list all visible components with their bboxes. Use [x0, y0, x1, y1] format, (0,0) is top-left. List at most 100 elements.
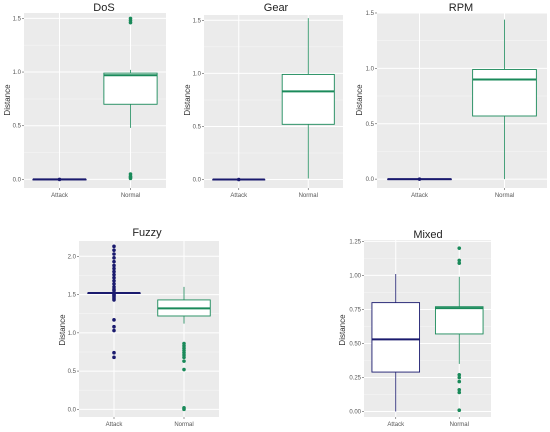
chart-title: Gear: [264, 2, 289, 14]
box-iqr: [281, 73, 335, 125]
y-axis-label: Distance: [58, 314, 67, 346]
y-tick-label: 1.0: [193, 71, 202, 77]
box-attack: [87, 244, 141, 360]
y-axis-label: Distance: [3, 84, 12, 116]
y-tick-label: 1.5: [193, 18, 202, 24]
y-tick-label: 2.0: [68, 254, 77, 260]
outlier-point: [417, 177, 422, 181]
outlier-point: [457, 408, 462, 412]
box-normal: [157, 286, 211, 412]
y-tick-label: 1.0: [68, 331, 77, 337]
x-tick-label: Attack: [51, 193, 69, 199]
chart-panel-gear: 0.0 0.5 1.0 1.5 Attack Normal Gear Distance: [183, 2, 343, 199]
outlier-point: [457, 387, 462, 392]
y-tick-label: 1.5: [13, 16, 22, 22]
outlier-point: [112, 278, 116, 283]
chart-title: Mixed: [413, 229, 442, 241]
y-tick-label: 1.25: [349, 239, 361, 245]
x-tick-label: Normal: [450, 422, 469, 428]
outlier-point: [112, 256, 116, 260]
y-tick-label: 0.5: [193, 124, 202, 130]
chart-panel-mixed: 0.00 0.25 0.50 0.75 1.00 1.25 Attack Normal Mixe…: [338, 229, 491, 428]
outlier-point: [112, 288, 116, 293]
y-axis-label: Distance: [355, 84, 364, 116]
outlier-point: [112, 282, 116, 286]
outlier-point: [457, 258, 462, 263]
box-iqr: [371, 302, 421, 373]
box-iqr: [434, 306, 484, 335]
y-axis-label: Distance: [183, 84, 192, 116]
chart-title: RPM: [449, 2, 473, 14]
box-normal: [103, 16, 158, 181]
outlier-point: [457, 375, 462, 380]
outlier-point: [128, 20, 133, 25]
x-tick-label: Normal: [174, 422, 193, 428]
outlier-point: [457, 261, 462, 265]
y-tick-label: 1.0: [13, 70, 22, 76]
outlier-point: [112, 350, 116, 355]
box-attack: [212, 177, 266, 182]
y-tick-label: 0.50: [349, 341, 361, 347]
outlier-point: [457, 379, 462, 384]
outlier-point: [112, 248, 116, 252]
y-tick-label: 0.0: [68, 407, 77, 413]
y-tick-label: 0.5: [68, 369, 77, 375]
y-axis-label: Distance: [338, 314, 347, 346]
y-tick-label: 1.5: [366, 11, 375, 17]
outlier-point: [112, 244, 116, 249]
y-tick-label: 1.00: [349, 273, 361, 279]
outlier-point: [112, 272, 116, 277]
chart-panel-rpm: 0.0 0.5 1.0 1.5 Attack Normal RPM Distance: [355, 2, 547, 199]
y-tick-label: 0.25: [349, 376, 361, 382]
y-tick-label: 0.0: [193, 178, 202, 184]
x-tick-label: Normal: [121, 193, 140, 199]
y-tick-label: 0.0: [13, 177, 22, 183]
x-tick-label: Normal: [495, 193, 514, 199]
chart-panel-dos: 0.0 0.5 1.0 1.5 Attack Normal DoS Distance: [3, 2, 166, 199]
outlier-point: [112, 298, 116, 302]
outlier-point: [112, 252, 116, 256]
chart-title: DoS: [93, 2, 114, 14]
y-tick-label: 0.5: [366, 122, 375, 128]
plot-background: [79, 241, 219, 417]
outlier-point: [182, 407, 186, 412]
x-tick-label: Attack: [106, 422, 124, 428]
chart-panel-fuzzy: 0.0 0.5 1.0 1.5 2.0 Attack Normal Fuzzy Distance: [58, 227, 219, 428]
outlier-point: [112, 355, 116, 360]
box-iqr: [103, 72, 158, 105]
box-normal: [281, 18, 335, 179]
outlier-point: [182, 355, 186, 360]
outlier-point: [236, 177, 241, 182]
x-tick-label: Normal: [299, 193, 318, 199]
y-tick-label: 0.75: [349, 307, 361, 313]
y-tick-label: 1.5: [68, 293, 77, 299]
y-tick-label: 0.0: [366, 177, 375, 183]
outlier-point: [112, 275, 116, 280]
outlier-point: [457, 390, 462, 395]
outlier-point: [457, 372, 462, 377]
y-tick-label: 0.5: [13, 124, 22, 130]
outlier-point: [57, 177, 62, 182]
outlier-point: [457, 246, 462, 250]
box-attack: [371, 274, 421, 412]
y-tick-label: 0.00: [349, 410, 361, 416]
chart-title: Fuzzy: [132, 227, 162, 239]
outlier-point: [112, 266, 116, 271]
x-tick-label: Attack: [411, 193, 429, 199]
x-tick-label: Attack: [387, 422, 405, 428]
outlier-point: [112, 324, 116, 329]
outlier-point: [112, 269, 116, 274]
outlier-point: [112, 318, 116, 322]
outlier-point: [182, 367, 186, 372]
box-normal: [434, 246, 484, 412]
outlier-point: [182, 359, 186, 363]
box-normal: [472, 19, 537, 180]
y-tick-label: 1.0: [366, 66, 375, 72]
box-iqr: [472, 69, 537, 117]
box-attack: [32, 177, 87, 182]
outlier-point: [112, 263, 116, 268]
box-attack: [387, 177, 452, 181]
x-tick-label: Attack: [230, 193, 248, 199]
outlier-point: [128, 176, 133, 181]
